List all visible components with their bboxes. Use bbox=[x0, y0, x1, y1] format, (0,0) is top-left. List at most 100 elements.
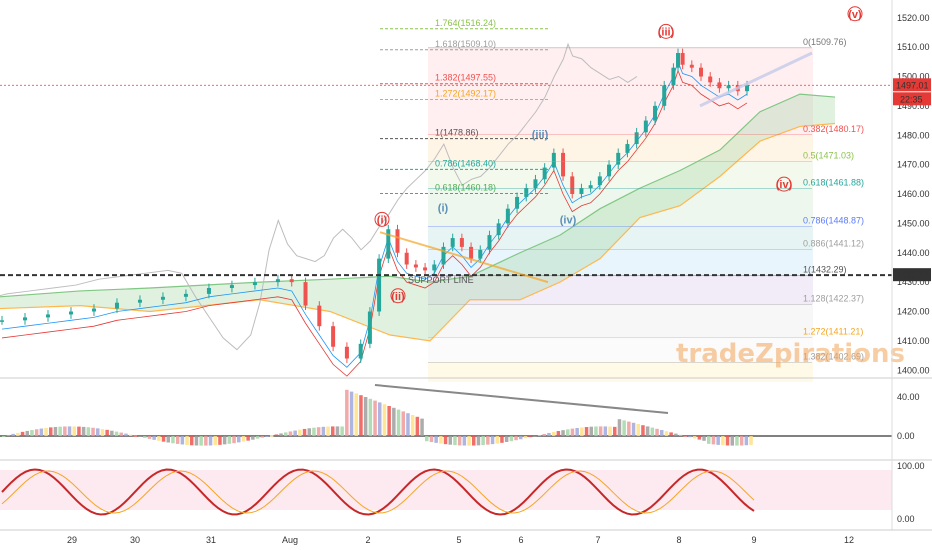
candle-body bbox=[22, 317, 27, 321]
candle-body bbox=[469, 246, 474, 259]
momentum-bar bbox=[91, 427, 95, 436]
candle-body bbox=[597, 176, 602, 186]
momentum-bar bbox=[326, 426, 330, 436]
momentum-bar bbox=[2, 436, 6, 437]
momentum-bar bbox=[284, 432, 288, 436]
momentum-bar bbox=[575, 427, 579, 436]
momentum-bar bbox=[161, 436, 166, 442]
candle-body bbox=[643, 120, 648, 133]
momentum-bar bbox=[175, 436, 180, 444]
time-tick-label: 29 bbox=[67, 535, 77, 545]
stoch-tick-label: 0.00 bbox=[897, 514, 915, 524]
candle-body bbox=[616, 152, 621, 165]
fib-band bbox=[428, 134, 813, 162]
momentum-bar bbox=[617, 419, 622, 436]
momentum-bar bbox=[81, 426, 86, 436]
momentum-bar bbox=[716, 436, 720, 445]
momentum-bar bbox=[641, 425, 645, 436]
candle-body bbox=[459, 238, 464, 247]
momentum-bar bbox=[147, 436, 152, 439]
momentum-bar bbox=[678, 434, 683, 436]
momentum-bar bbox=[547, 432, 551, 436]
momentum-bar bbox=[114, 431, 119, 436]
candle-body bbox=[386, 229, 391, 259]
momentum-bar bbox=[166, 436, 170, 443]
momentum-bar bbox=[425, 436, 429, 442]
candle-body bbox=[367, 311, 372, 344]
candle-body bbox=[423, 267, 428, 271]
time-tick-label: Aug bbox=[282, 535, 298, 545]
fib-band bbox=[428, 161, 813, 189]
divergence-line bbox=[374, 384, 669, 414]
momentum-bar bbox=[420, 418, 424, 436]
wave-circle bbox=[776, 176, 792, 192]
candle-body bbox=[317, 305, 322, 327]
momentum-bar bbox=[274, 434, 279, 436]
fib-band bbox=[428, 362, 813, 382]
fib-label: 0.382(1480.17) bbox=[803, 124, 864, 134]
price-tick-label: 1410.00 bbox=[897, 336, 930, 346]
momentum-bar bbox=[650, 427, 655, 436]
wave-label: (i) bbox=[377, 214, 388, 226]
candle-body bbox=[229, 285, 234, 288]
fib-band bbox=[428, 304, 813, 338]
momentum-bar bbox=[566, 429, 570, 436]
candle-body bbox=[252, 282, 257, 286]
momentum-bar bbox=[739, 436, 744, 446]
time-tick-label: 2 bbox=[365, 535, 370, 545]
fib-label: 1.128(1422.37) bbox=[803, 294, 864, 304]
momentum-bar bbox=[674, 433, 678, 436]
candle-body bbox=[653, 105, 658, 121]
momentum-bar bbox=[584, 427, 589, 436]
wave-circle bbox=[374, 211, 390, 227]
momentum-bar bbox=[157, 436, 161, 441]
momentum-bar bbox=[53, 426, 58, 436]
momentum-bar bbox=[453, 436, 457, 446]
fib-label: 0.786(1448.87) bbox=[803, 216, 864, 226]
price-tick-label: 1420.00 bbox=[897, 307, 930, 317]
momentum-bar bbox=[570, 428, 575, 436]
candle-body bbox=[662, 85, 667, 106]
momentum-bar bbox=[514, 436, 518, 441]
momentum-bar bbox=[462, 436, 467, 446]
momentum-bar bbox=[232, 436, 236, 444]
momentum-bar bbox=[279, 433, 283, 436]
momentum-bar bbox=[697, 436, 702, 440]
momentum-bar bbox=[486, 436, 490, 445]
momentum-bar bbox=[185, 436, 189, 445]
momentum-bar bbox=[251, 436, 255, 440]
momentum-bar bbox=[354, 393, 358, 436]
kijun-line bbox=[1, 69, 748, 377]
fib-label: 1.272(1492.17) bbox=[435, 89, 496, 99]
momentum-bar bbox=[180, 436, 185, 445]
candle-body bbox=[699, 67, 704, 77]
candle-body bbox=[671, 67, 676, 86]
momentum-bar bbox=[288, 431, 293, 436]
momentum-bar bbox=[598, 426, 603, 436]
momentum-bar bbox=[204, 436, 208, 446]
momentum-bar bbox=[110, 430, 114, 436]
momentum-bar bbox=[316, 427, 321, 436]
time-tick-label: 6 bbox=[518, 535, 523, 545]
momentum-bar bbox=[523, 436, 528, 439]
momentum-bar bbox=[660, 430, 664, 436]
momentum-bar bbox=[39, 428, 44, 436]
candle-body bbox=[570, 176, 575, 194]
candle-body bbox=[745, 85, 749, 92]
momentum-bar bbox=[603, 426, 608, 436]
momentum-bar bbox=[312, 427, 316, 436]
candle-body bbox=[91, 308, 96, 312]
momentum-bar bbox=[260, 436, 264, 438]
candles[interactable] bbox=[0, 48, 749, 363]
momentum-bar bbox=[396, 409, 401, 436]
candle-body bbox=[450, 238, 455, 247]
stoch-d-line bbox=[1, 470, 755, 514]
momentum-bar bbox=[439, 436, 443, 444]
price-tick-label: 1480.00 bbox=[897, 130, 930, 140]
price-tick-label: 1430.00 bbox=[897, 277, 930, 287]
candle-body bbox=[542, 167, 547, 180]
candle-body bbox=[344, 346, 349, 359]
time-tick-label: 5 bbox=[456, 535, 461, 545]
